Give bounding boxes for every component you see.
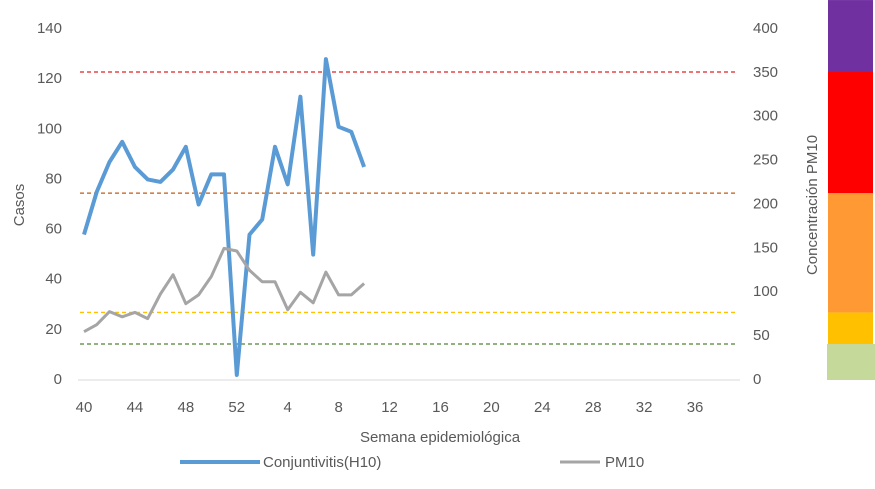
- legend-label: Conjuntivitis(H10): [263, 454, 381, 471]
- y-tick-label: 40: [45, 271, 62, 288]
- y2-tick-label: 150: [753, 239, 778, 256]
- x-tick-label: 16: [432, 399, 449, 416]
- x-tick-label: 40: [76, 399, 93, 416]
- y2-tick-label: 0: [753, 371, 761, 388]
- y-tick-label: 0: [54, 371, 62, 388]
- y2-axis-title: Concentración PM10: [804, 135, 821, 275]
- legend-label: PM10: [605, 454, 644, 471]
- y-tick-label: 120: [37, 70, 62, 87]
- y2-tick-label: 50: [753, 327, 770, 344]
- x-tick-label: 4: [284, 399, 292, 416]
- x-tick-label: 44: [127, 399, 144, 416]
- x-tick-label: 28: [585, 399, 602, 416]
- color-band: [828, 0, 873, 72]
- x-tick-label: 20: [483, 399, 500, 416]
- color-band: [828, 312, 873, 345]
- y-tick-label: 100: [37, 120, 62, 137]
- y-tick-label: 80: [45, 170, 62, 187]
- x-axis-title: Semana epidemiológica: [360, 429, 521, 446]
- color-band: [827, 344, 875, 380]
- series-line: [83, 246, 366, 334]
- y-axis-title: Casos: [11, 184, 28, 227]
- y2-tick-label: 100: [753, 283, 778, 300]
- y-tick-label: 140: [37, 20, 62, 37]
- x-tick-label: 8: [334, 399, 342, 416]
- y2-tick-label: 400: [753, 20, 778, 37]
- y2-tick-label: 200: [753, 195, 778, 212]
- y-tick-label: 20: [45, 321, 62, 338]
- x-tick-label: 12: [381, 399, 398, 416]
- x-tick-label: 52: [228, 399, 245, 416]
- y-tick-label: 60: [45, 221, 62, 238]
- series-line: [82, 57, 366, 377]
- x-tick-label: 36: [687, 399, 704, 416]
- color-band: [828, 193, 873, 313]
- color-band: [828, 71, 873, 194]
- x-tick-label: 48: [178, 399, 195, 416]
- x-tick-label: 24: [534, 399, 551, 416]
- y2-tick-label: 350: [753, 64, 778, 81]
- x-tick-label: 32: [636, 399, 653, 416]
- y2-tick-label: 300: [753, 108, 778, 125]
- y2-tick-label: 250: [753, 152, 778, 169]
